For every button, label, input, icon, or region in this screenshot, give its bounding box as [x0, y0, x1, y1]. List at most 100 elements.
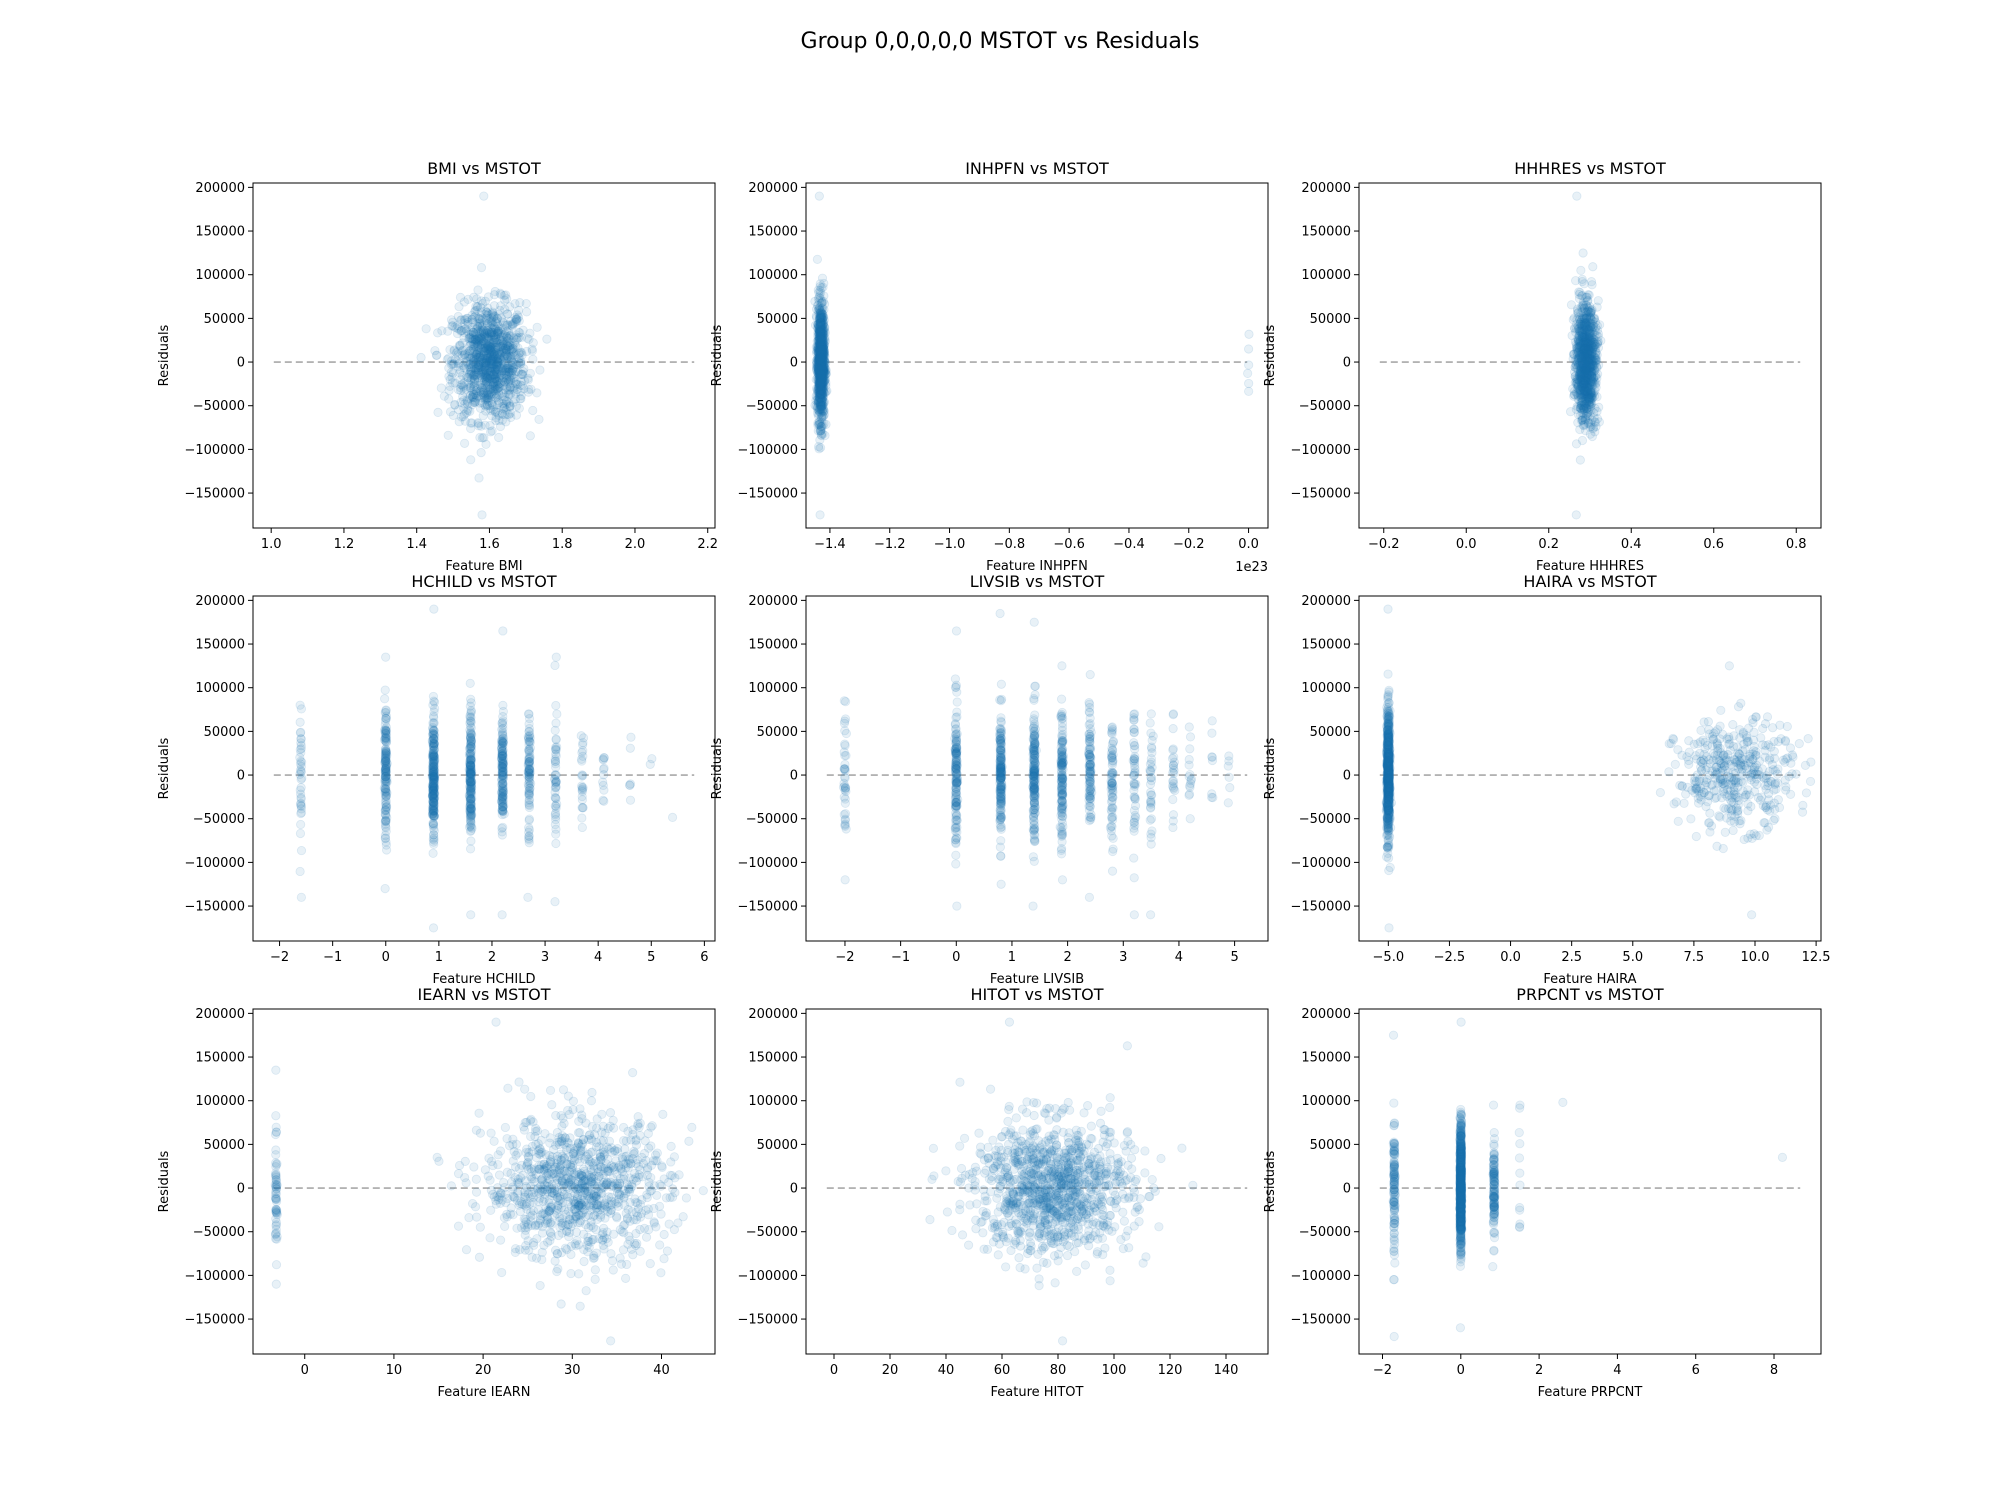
data-point	[468, 384, 479, 394]
data-point	[480, 358, 491, 368]
data-point	[470, 307, 480, 317]
data-point	[479, 191, 489, 201]
data-point	[482, 387, 493, 398]
data-point	[439, 391, 449, 401]
data-point	[477, 353, 488, 364]
data-point	[486, 326, 496, 337]
data-point	[456, 315, 467, 325]
data-point	[474, 332, 485, 343]
data-point	[489, 370, 499, 380]
data-point	[513, 312, 524, 322]
data-point	[472, 335, 482, 346]
data-point	[480, 330, 490, 341]
data-point	[484, 354, 494, 364]
data-point	[506, 368, 516, 378]
data-point	[478, 325, 488, 335]
data-point	[485, 338, 495, 349]
data-point	[501, 376, 511, 386]
data-point	[503, 363, 514, 373]
data-point	[497, 401, 508, 412]
data-point	[840, 697, 851, 707]
data-point	[514, 358, 524, 368]
data-point	[502, 294, 512, 304]
data-point	[507, 360, 517, 370]
data-point	[815, 369, 826, 379]
data-point	[480, 391, 490, 401]
data-point	[296, 704, 307, 714]
data-point	[471, 393, 481, 403]
y-tick-label: 200000	[195, 594, 245, 609]
data-point	[467, 352, 478, 362]
data-point	[501, 373, 512, 383]
data-point	[472, 340, 483, 350]
data-point	[466, 353, 476, 364]
data-point	[996, 716, 1006, 726]
data-point	[497, 341, 507, 351]
data-point	[525, 431, 535, 441]
data-point	[471, 354, 481, 365]
x-tick-label: −0.2	[1368, 537, 1400, 552]
data-point	[488, 312, 499, 322]
data-point	[472, 383, 482, 393]
data-point	[524, 719, 534, 729]
data-point	[476, 349, 486, 360]
data-point	[493, 383, 503, 394]
data-point	[505, 373, 515, 384]
data-point	[477, 383, 487, 393]
data-point	[819, 359, 830, 369]
data-point	[428, 711, 439, 721]
data-point	[486, 351, 496, 361]
x-tick-label: −1.2	[874, 537, 906, 552]
y-tick-label: −50000	[1299, 399, 1351, 414]
data-point	[625, 795, 636, 805]
data-point	[498, 345, 508, 356]
data-point	[551, 735, 561, 745]
data-point	[454, 405, 464, 415]
x-tick-label: 1	[435, 950, 443, 965]
data-point	[487, 338, 497, 348]
y-tick-label: −50000	[746, 399, 798, 414]
data-point	[497, 373, 507, 384]
data-point	[467, 322, 477, 332]
data-point	[479, 433, 489, 443]
data-point	[416, 352, 426, 363]
data-point	[483, 359, 493, 369]
data-point	[486, 342, 496, 352]
data-point	[504, 367, 515, 377]
x-tick-label: 4	[594, 950, 602, 965]
data-point	[492, 314, 502, 324]
data-point	[494, 347, 504, 358]
data-point	[817, 368, 827, 378]
data-point	[480, 395, 491, 405]
data-point	[473, 368, 484, 378]
data-point	[517, 350, 527, 360]
data-point	[523, 373, 533, 383]
data-point	[476, 336, 487, 346]
data-point	[495, 369, 505, 380]
data-point	[497, 323, 507, 333]
data-point	[475, 403, 486, 413]
data-point	[817, 398, 827, 409]
y-tick-label: 200000	[748, 181, 798, 196]
data-point	[478, 337, 489, 347]
data-point	[517, 369, 527, 380]
data-point	[505, 401, 515, 411]
data-point	[469, 381, 479, 392]
data-point	[491, 316, 502, 326]
data-point	[503, 385, 513, 395]
data-point	[511, 410, 522, 420]
data-point	[471, 330, 482, 340]
data-point	[818, 360, 828, 370]
data-point	[480, 343, 490, 353]
data-point	[482, 340, 492, 350]
data-point	[447, 359, 457, 369]
data-point	[466, 753, 476, 764]
data-point	[464, 394, 474, 404]
x-tick-label: 2.2	[697, 537, 718, 552]
data-point	[446, 359, 456, 369]
data-point	[467, 369, 477, 379]
data-point	[478, 339, 488, 349]
data-point	[482, 351, 493, 362]
data-point	[478, 411, 488, 421]
data-point	[488, 356, 498, 366]
